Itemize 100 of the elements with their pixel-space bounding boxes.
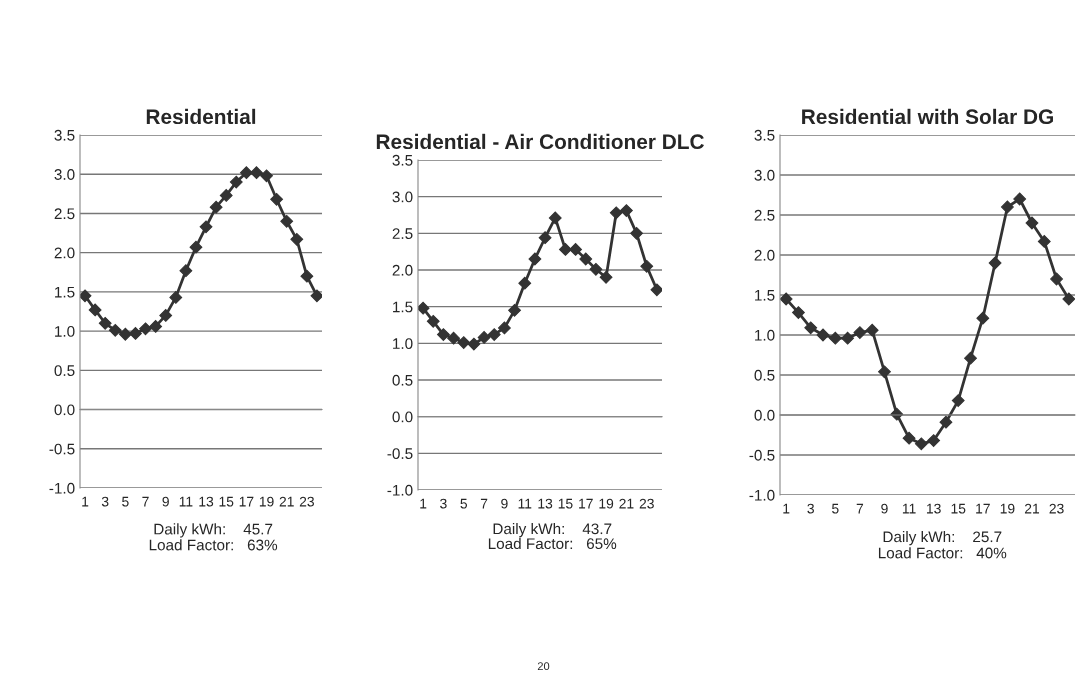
x-tick-label: 3 xyxy=(101,496,109,507)
point xyxy=(964,351,977,365)
x-tick-label: 3 xyxy=(440,498,447,509)
point xyxy=(828,331,842,345)
point xyxy=(640,259,654,273)
y-tick-label: 1.0 xyxy=(55,325,75,337)
point xyxy=(219,188,233,202)
y-tick-label: 0.5 xyxy=(54,365,75,377)
x-tick-label: 23 xyxy=(299,496,314,507)
point xyxy=(80,289,92,303)
y-tick-label: 0.5 xyxy=(392,374,413,386)
x-tick-label: 21 xyxy=(619,498,634,509)
point xyxy=(792,306,805,320)
point xyxy=(816,328,830,342)
x-tick-label: 7 xyxy=(480,498,488,509)
point xyxy=(609,206,623,220)
point xyxy=(467,337,481,351)
point xyxy=(865,323,879,337)
x-tick-label: 19 xyxy=(599,498,614,509)
point xyxy=(518,276,532,290)
point xyxy=(902,431,916,445)
y-tick-label: 2.5 xyxy=(754,209,775,221)
x-tick-label: 1 xyxy=(783,503,790,514)
point xyxy=(976,311,990,325)
x-tick-label: 7 xyxy=(856,503,864,514)
text: 20 xyxy=(537,662,550,671)
point xyxy=(437,328,450,341)
point xyxy=(229,175,243,189)
point xyxy=(853,326,867,340)
y-tick-label: 3.0 xyxy=(392,191,413,203)
point xyxy=(988,256,1002,270)
y-tick-label: 3.0 xyxy=(54,169,75,180)
point xyxy=(1050,272,1063,286)
point xyxy=(290,232,304,246)
x-tick-label: 19 xyxy=(259,496,274,507)
x-tick-label: 13 xyxy=(538,498,553,509)
x-tick-label: 9 xyxy=(501,498,508,509)
x-tick-label: 21 xyxy=(1024,503,1040,514)
point xyxy=(159,309,173,322)
point xyxy=(1037,234,1051,248)
y-tick-label: 0.0 xyxy=(54,404,75,416)
x-tick-label: 9 xyxy=(162,496,169,507)
y-tick-label: -1.0 xyxy=(387,484,413,496)
x-tick-label: 19 xyxy=(1000,503,1015,514)
x-tick-label: 17 xyxy=(239,496,254,507)
chart-title: Residential with Solar DG xyxy=(802,108,1053,125)
x-tick-label: 13 xyxy=(926,503,941,514)
point xyxy=(528,252,542,266)
x-tick-label: 5 xyxy=(122,496,129,507)
point xyxy=(477,331,491,344)
x-tick-label: 5 xyxy=(460,498,468,509)
point xyxy=(250,166,263,180)
point xyxy=(239,166,253,180)
point xyxy=(548,211,562,225)
x-tick-label: 23 xyxy=(639,498,654,509)
point xyxy=(209,200,223,214)
point xyxy=(780,292,793,306)
point xyxy=(270,192,284,206)
point xyxy=(300,269,314,283)
x-tick-label: 15 xyxy=(558,498,573,509)
point xyxy=(98,316,112,330)
x-tick-label: 11 xyxy=(518,498,532,509)
x-tick-label: 7 xyxy=(142,496,149,507)
text: Daily kWh: 43.7 xyxy=(493,523,612,538)
chart-title: Residential - Air Conditioner DLC xyxy=(376,133,704,150)
point xyxy=(878,365,891,379)
x-tick-label: 21 xyxy=(279,496,294,507)
point xyxy=(508,303,521,317)
y-tick-label: 0.5 xyxy=(754,369,775,381)
point xyxy=(426,314,440,328)
point xyxy=(1025,216,1039,230)
point xyxy=(927,434,941,448)
point xyxy=(804,321,818,335)
text: Daily kWh: 45.7 xyxy=(154,523,273,538)
y-tick-label: 2.5 xyxy=(392,228,413,240)
point xyxy=(88,303,102,317)
y-tick-label: 2.0 xyxy=(754,249,775,261)
y-tick-label: -1.0 xyxy=(749,489,775,501)
y-tick-label: -0.5 xyxy=(49,443,75,455)
point xyxy=(118,327,132,341)
y-tick-label: 1.0 xyxy=(755,329,775,341)
x-tick-label: 15 xyxy=(219,496,234,507)
point xyxy=(457,336,471,350)
point xyxy=(841,331,855,345)
y-tick-label: -1.0 xyxy=(49,482,75,494)
point xyxy=(620,204,633,218)
x-tick-label: 11 xyxy=(179,496,193,507)
point xyxy=(149,319,163,333)
y-tick-label: 0.0 xyxy=(392,411,413,423)
y-tick-label: 2.0 xyxy=(392,264,413,276)
point xyxy=(169,290,183,304)
point xyxy=(108,323,122,337)
x-tick-label: 1 xyxy=(82,496,89,507)
x-tick-label: 15 xyxy=(951,503,966,514)
y-tick-label: 3.0 xyxy=(754,169,775,181)
y-tick-label: 2.0 xyxy=(54,247,75,259)
y-tick-label: 1.0 xyxy=(393,338,413,350)
text: Load Factor: 65% xyxy=(488,537,617,550)
text: Load Factor: 40% xyxy=(878,547,1007,559)
chart-title: Residential xyxy=(146,108,256,125)
